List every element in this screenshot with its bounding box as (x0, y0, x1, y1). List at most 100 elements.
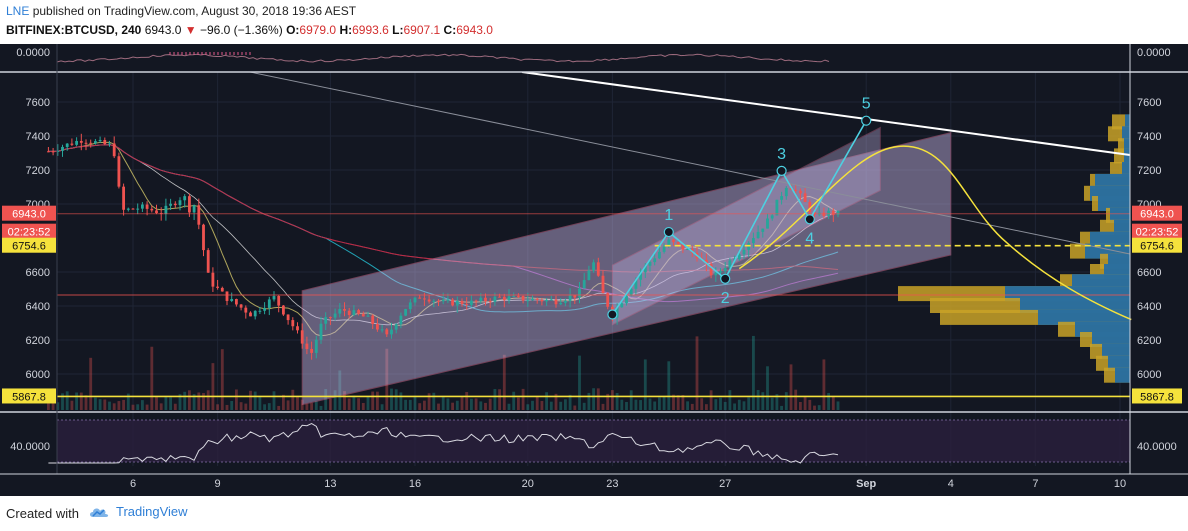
candle-body (643, 265, 647, 273)
candle-body (51, 151, 55, 153)
volume-bar (267, 403, 271, 410)
downtrend-line-grey (249, 71, 1131, 255)
volume-bar (507, 403, 511, 410)
volume-bar (742, 401, 746, 410)
candle-body (629, 288, 633, 296)
volume-bar (601, 403, 605, 410)
volume-profile-bar-blue (1102, 343, 1130, 359)
symbol-label[interactable]: BITFINEX:BTCUSD, 240 (6, 23, 142, 37)
x-tick: 27 (719, 478, 731, 490)
candle-body (103, 140, 107, 145)
volume-bar (573, 405, 577, 410)
candle-body (549, 299, 553, 301)
volume-bar (686, 401, 690, 410)
volume-bar (695, 336, 699, 410)
candle-body (639, 272, 643, 280)
price-tag-bg (1132, 205, 1182, 221)
candle-body (347, 310, 351, 315)
volume-bar (89, 357, 93, 410)
grid-lines (57, 44, 1130, 466)
oscillator-panel (57, 44, 1130, 72)
chart-header: LNE published on TradingView.com, August… (0, 0, 1188, 44)
volume-bar (291, 389, 295, 410)
candle-body (427, 299, 431, 302)
volume-bar (836, 401, 840, 410)
price-tag-bg (1132, 388, 1182, 404)
volume-bar (418, 403, 422, 410)
tradingview-brand[interactable]: TradingView (88, 504, 188, 519)
candle-body (460, 301, 464, 305)
volume-bar (512, 391, 516, 410)
volume-bar (126, 393, 130, 410)
volume-bar (408, 399, 412, 410)
volume-bar (531, 400, 534, 410)
candle-body (563, 300, 567, 303)
volume-bar (615, 392, 619, 410)
volume-bar (333, 390, 337, 410)
volume-bar (704, 404, 708, 410)
volume-profile-bar-blue (1115, 367, 1130, 383)
volume-bar (662, 396, 666, 410)
candle-body (310, 348, 314, 353)
candle-body (258, 310, 262, 312)
volume-profile-bar-blue (1092, 332, 1130, 347)
price-tag-bg (2, 237, 56, 253)
candle-body (404, 309, 408, 316)
volume-bar (751, 335, 755, 410)
volume-bar (817, 405, 821, 410)
volume-bar (140, 400, 144, 410)
volume-bar (766, 366, 769, 410)
candle-body (484, 297, 487, 302)
wave-point (720, 273, 731, 284)
candle-body (324, 317, 328, 324)
volume-bar (559, 401, 563, 410)
volume-bar (413, 395, 417, 410)
candle-body (61, 146, 64, 151)
volume-profile-bar-blue (1124, 138, 1130, 154)
volume-bar (568, 394, 572, 410)
volume-bar (61, 393, 64, 410)
volume-bar (192, 394, 196, 410)
wave-label: 4 (805, 230, 814, 247)
volume-bar (343, 391, 346, 410)
candle-body (314, 339, 318, 353)
volume-bar (103, 399, 107, 410)
candle-body (272, 296, 276, 300)
volume-bar (540, 400, 544, 410)
candle-body (328, 317, 332, 319)
x-tick: 20 (522, 478, 534, 490)
candle-body (606, 293, 610, 307)
volume-bar (361, 402, 365, 410)
candle-body (56, 150, 60, 152)
y-tick-right: 7400 (1137, 131, 1161, 143)
volume-bar (469, 398, 473, 410)
candle-body (798, 190, 802, 194)
author-link[interactable]: LNE (6, 4, 30, 18)
candle-body (394, 324, 398, 330)
candle-body (117, 156, 121, 187)
y-tick-right: 7600 (1137, 97, 1161, 109)
volume-bar (385, 348, 389, 410)
candle-body (587, 270, 591, 281)
volume-profile-bar-blue (1124, 148, 1130, 164)
wave-line (611, 120, 867, 315)
oscillator-tick-right: 0.0000 (1137, 47, 1171, 59)
candle-body (187, 196, 191, 213)
tradingview-cloud-icon (90, 507, 109, 517)
candle-body (281, 305, 285, 315)
candle-body (164, 205, 168, 215)
volume-bar (352, 395, 356, 410)
volume-bars (46, 335, 840, 410)
candle-body (469, 300, 473, 305)
volume-profile-bar-blue (1114, 219, 1130, 235)
candle-body (385, 329, 389, 335)
close-label: C: (443, 23, 457, 37)
candle-body (93, 141, 97, 144)
volume-bar (592, 388, 596, 410)
volume-bar (371, 391, 375, 410)
candle-body (502, 296, 506, 301)
wave-point (607, 309, 618, 320)
volume-bar (296, 396, 299, 410)
